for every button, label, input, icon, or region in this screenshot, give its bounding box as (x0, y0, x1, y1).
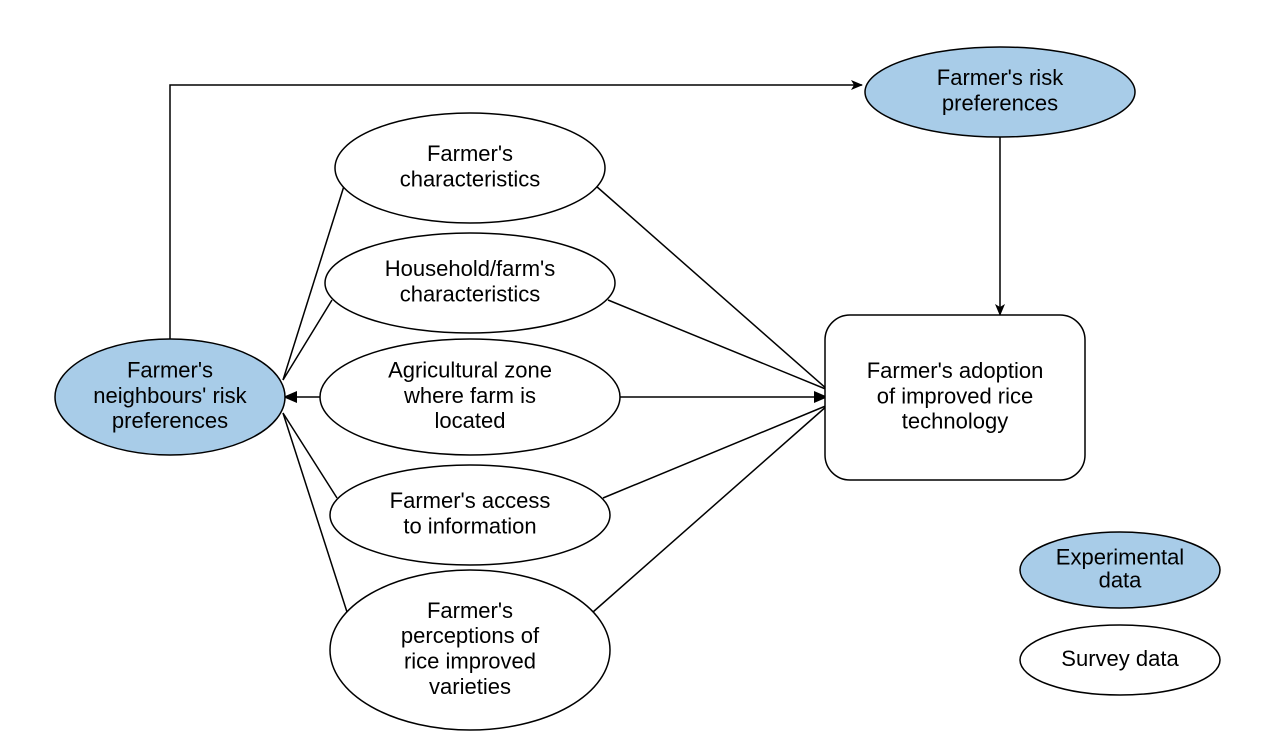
node-text-line: of improved rice (877, 383, 1034, 408)
node-text-line: Farmer's risk (937, 65, 1064, 90)
diagram-canvas: Farmer'sneighbours' riskpreferencesFarme… (0, 0, 1280, 734)
node-text-line: Experimental (1056, 544, 1184, 569)
node-text-line: neighbours' risk (93, 383, 247, 408)
node-adoption: Farmer's adoptionof improved ricetechnol… (825, 315, 1085, 480)
node-text-line: rice improved (404, 648, 536, 673)
node-text-line: Farmer's (427, 141, 513, 166)
nodes-layer: Farmer'sneighbours' riskpreferencesFarme… (55, 47, 1135, 730)
node-perceptions: Farmer'sperceptions ofrice improvedvarie… (330, 570, 610, 730)
legend-layer: Experimentaldata Survey data (1020, 532, 1220, 695)
node-characteristics: Farmer'scharacteristics (335, 113, 605, 223)
node-text-line: to information (403, 513, 536, 538)
node-text-line: Farmer's (427, 598, 513, 623)
node-text-line: preferences (112, 408, 228, 433)
edge-perc_right (593, 405, 828, 612)
node-agzone: Agricultural zonewhere farm islocated (320, 339, 620, 455)
node-neighbours: Farmer'sneighbours' riskpreferences (55, 339, 285, 455)
node-text-line: data (1099, 567, 1143, 592)
node-text-line: characteristics (400, 281, 541, 306)
node-access: Farmer's accessto information (330, 465, 610, 565)
node-risk_pref: Farmer's riskpreferences (865, 47, 1135, 137)
node-text-line: Survey data (1061, 646, 1179, 671)
node-text-line: perceptions of (401, 623, 540, 648)
node-text-line: where farm is (403, 383, 536, 408)
node-text-line: technology (902, 409, 1008, 434)
legend-experimental: Experimentaldata (1020, 532, 1220, 608)
node-text-line: Farmer's adoption (867, 358, 1044, 383)
legend-survey: Survey data (1020, 625, 1220, 695)
node-text-line: Farmer's access (390, 488, 551, 513)
edge-char_right (596, 186, 828, 390)
node-text-line: Agricultural zone (388, 358, 552, 383)
node-text-line: characteristics (400, 166, 541, 191)
edge-house_left (283, 300, 332, 380)
node-text-line: varieties (429, 674, 511, 699)
edge-access_right (603, 405, 828, 498)
node-text-line: preferences (942, 90, 1058, 115)
edge-access_left (283, 413, 337, 498)
node-household: Household/farm'scharacteristics (325, 233, 615, 333)
node-text-line: Household/farm's (385, 256, 556, 281)
node-text-line: located (435, 408, 506, 433)
node-text-line: Farmer's (127, 358, 213, 383)
edge-house_right (608, 300, 828, 390)
